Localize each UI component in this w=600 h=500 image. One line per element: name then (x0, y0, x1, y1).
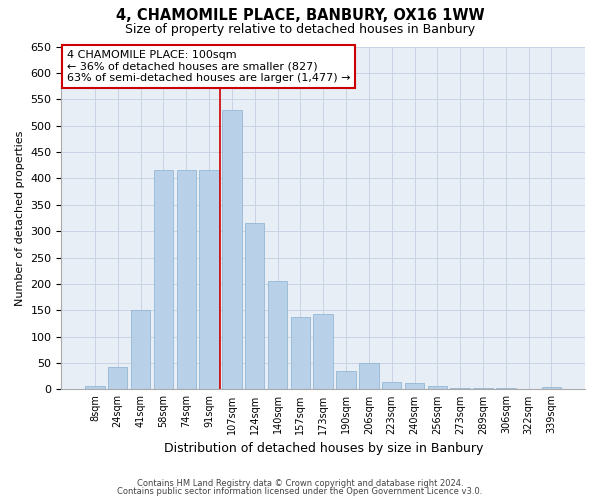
Bar (222, 110, 242, 390)
Text: Contains HM Land Registry data © Crown copyright and database right 2024.: Contains HM Land Registry data © Crown c… (137, 478, 463, 488)
Bar (154, 170, 173, 390)
Bar (542, 387, 561, 390)
Bar (108, 366, 127, 390)
Bar (451, 388, 470, 390)
Bar (496, 388, 515, 390)
Bar (359, 363, 379, 390)
Bar (176, 170, 196, 390)
Bar (473, 388, 493, 390)
Bar (85, 386, 104, 390)
Bar (268, 282, 287, 390)
Bar (199, 170, 219, 390)
Bar (337, 371, 356, 390)
Text: 4 CHAMOMILE PLACE: 100sqm
← 36% of detached houses are smaller (827)
63% of semi: 4 CHAMOMILE PLACE: 100sqm ← 36% of detac… (67, 50, 350, 83)
Bar (382, 382, 401, 390)
Text: Size of property relative to detached houses in Banbury: Size of property relative to detached ho… (125, 22, 475, 36)
X-axis label: Distribution of detached houses by size in Banbury: Distribution of detached houses by size … (164, 442, 483, 455)
Bar (405, 383, 424, 390)
Bar (428, 386, 447, 390)
Text: Contains public sector information licensed under the Open Government Licence v3: Contains public sector information licen… (118, 487, 482, 496)
Bar (131, 310, 150, 390)
Bar (290, 317, 310, 390)
Text: 4, CHAMOMILE PLACE, BANBURY, OX16 1WW: 4, CHAMOMILE PLACE, BANBURY, OX16 1WW (116, 8, 484, 22)
Y-axis label: Number of detached properties: Number of detached properties (15, 130, 25, 306)
Bar (245, 223, 265, 390)
Bar (313, 314, 333, 390)
Bar (519, 389, 538, 390)
